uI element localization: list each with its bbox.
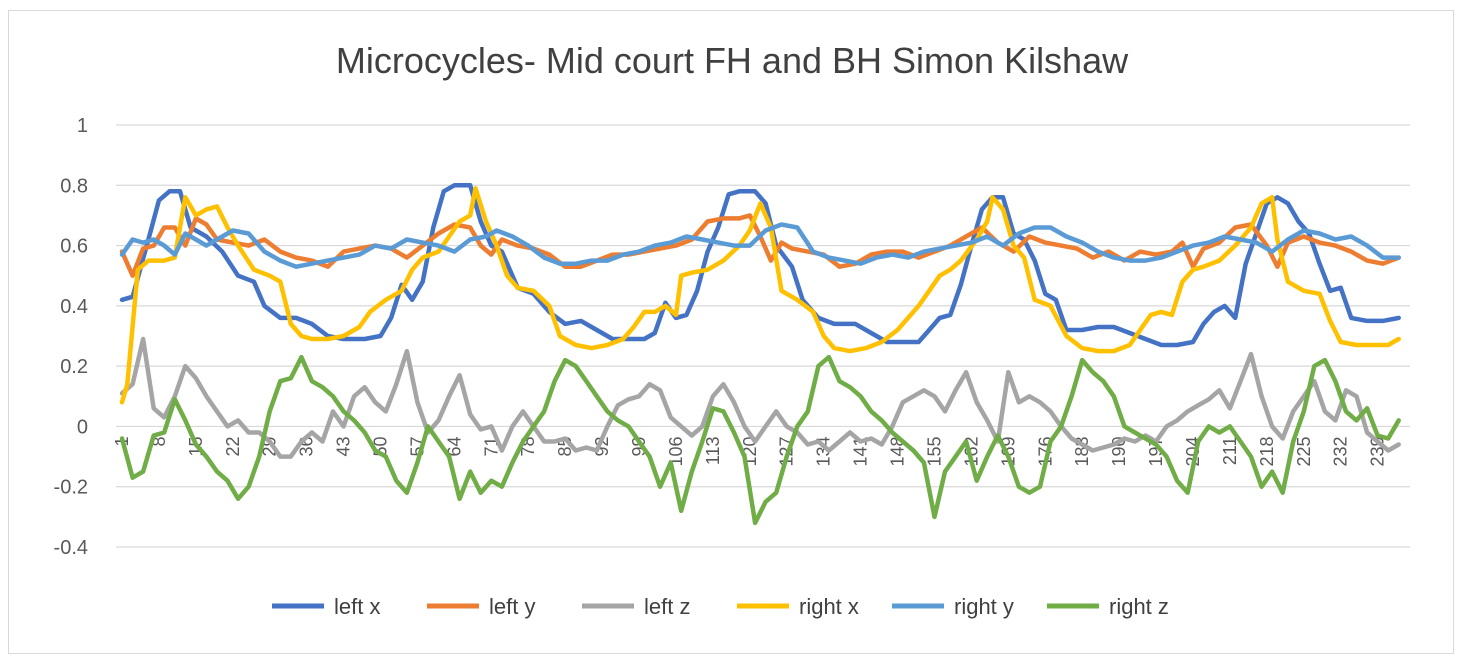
x-tick-label: 141 <box>851 436 871 466</box>
series-line-left-z <box>119 336 1401 459</box>
y-tick-label: 0.2 <box>60 356 88 378</box>
y-tick-label: 1 <box>77 115 88 137</box>
x-tick-label: 22 <box>223 436 243 456</box>
x-tick-label: 113 <box>703 436 723 465</box>
series-line-right-z <box>119 354 1401 526</box>
y-tick-label: -0.4 <box>54 537 88 559</box>
series-lines <box>119 183 1401 526</box>
legend-label: left x <box>334 594 380 619</box>
y-tick-label: 0.6 <box>60 236 88 258</box>
y-axis-ticks: 1 0.8 0.6 0.4 0.2 0 -0.2 -0.4 <box>54 115 88 559</box>
legend-label: right z <box>1109 594 1169 619</box>
gridlines <box>116 124 1410 548</box>
x-tick-label: 106 <box>666 436 686 466</box>
x-tick-label: 225 <box>1294 436 1314 466</box>
y-tick-label: -0.2 <box>54 477 88 499</box>
series-line-right-x <box>119 186 1401 405</box>
legend-label: right y <box>954 594 1014 619</box>
legend: left x left y left z right x right y right z <box>272 594 1169 619</box>
y-tick-label: 0 <box>77 416 88 438</box>
legend-label: left y <box>489 594 535 619</box>
x-tick-label: 8 <box>149 436 169 446</box>
y-tick-label: 0.8 <box>60 175 88 197</box>
x-tick-label: 211 <box>1220 436 1240 465</box>
y-tick-label: 0.4 <box>60 296 88 318</box>
series-line-right-y <box>119 222 1401 269</box>
legend-label: right x <box>799 594 859 619</box>
x-tick-label: 218 <box>1257 436 1277 466</box>
x-tick-label: 232 <box>1331 436 1351 466</box>
x-tick-label: 155 <box>924 436 944 466</box>
legend-label: left z <box>644 594 690 619</box>
chart-title: Microcycles- Mid court FH and BH Simon K… <box>335 40 1129 81</box>
x-tick-label: 64 <box>444 436 464 456</box>
x-tick-label: 43 <box>334 436 354 456</box>
